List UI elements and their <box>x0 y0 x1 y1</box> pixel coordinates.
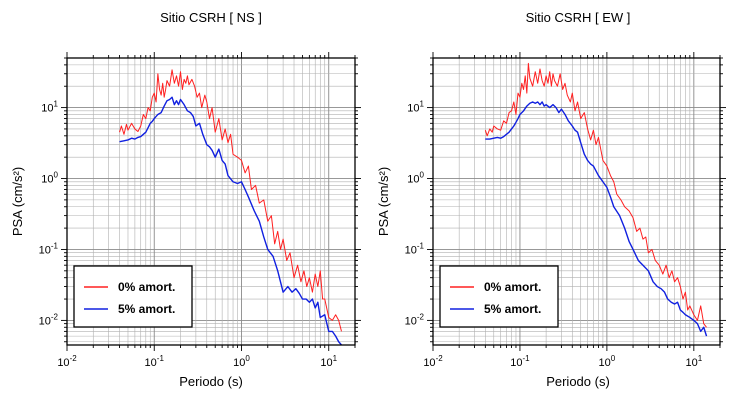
series-line-amort-0 <box>119 69 342 332</box>
x-tick-label: 101 <box>685 354 702 369</box>
chart-title: Sitio CSRH [ EW ] <box>526 10 631 25</box>
y-tick-label: 100 <box>407 171 424 186</box>
y-tick-label: 10-2 <box>405 312 425 327</box>
x-tick-label: 100 <box>599 354 616 369</box>
x-tick-label: 10-1 <box>145 354 165 369</box>
y-tick-label: 100 <box>41 171 58 186</box>
legend-box <box>73 265 193 328</box>
y-tick-label: 101 <box>41 100 58 115</box>
legend: 0% amort. 5% amort. <box>73 265 193 328</box>
y-tick-label: 10-1 <box>405 241 425 256</box>
legend-label: 5% amort. <box>484 302 541 316</box>
chart-panel-ns: Sitio CSRH [ NS ] 10-2 10-1 100 101 10-2 10-1 1… <box>10 10 361 389</box>
axis-ticks <box>61 52 361 351</box>
legend: 0% amort. 5% amort. <box>439 265 559 328</box>
x-tick-label: 10-2 <box>423 354 443 369</box>
chart-panel-ew: Sitio CSRH [ EW ] 10-2 10-1 100 101 10-2 10-1 1… <box>376 10 726 389</box>
plot-frame <box>66 57 356 346</box>
x-axis-label: Periodo (s) <box>546 374 610 389</box>
y-axis-label: PSA (cm/s²) <box>376 167 391 236</box>
legend-box <box>439 265 559 328</box>
y-tick-label: 10-2 <box>39 312 59 327</box>
x-tick-label: 100 <box>233 354 250 369</box>
axis-ticks <box>427 52 726 351</box>
x-axis-label: Periodo (s) <box>179 374 243 389</box>
series-line-amort-5 <box>485 101 708 337</box>
series-line-amort-5 <box>119 96 343 346</box>
plot-frame <box>432 57 721 346</box>
legend-label: 0% amort. <box>484 280 541 294</box>
x-tick-label: 10-1 <box>510 354 530 369</box>
legend-label: 0% amort. <box>118 280 175 294</box>
legend-label: 5% amort. <box>118 302 175 316</box>
chart-title: Sitio CSRH [ NS ] <box>160 10 262 25</box>
x-tick-label: 101 <box>320 354 337 369</box>
y-axis-label: PSA (cm/s²) <box>10 167 25 236</box>
y-tick-label: 10-1 <box>39 241 59 256</box>
x-tick-label: 10-2 <box>57 354 77 369</box>
y-tick-label: 101 <box>407 100 424 115</box>
series-line-amort-0 <box>484 62 707 328</box>
